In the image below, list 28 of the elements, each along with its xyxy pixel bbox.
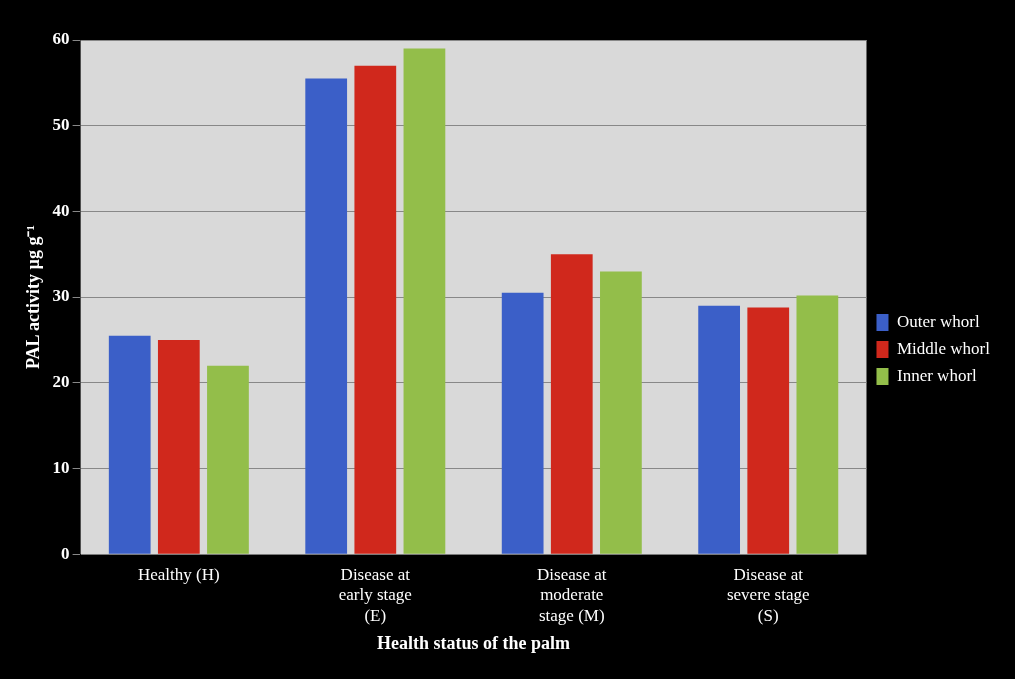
bar: [207, 365, 249, 554]
y-tick-label: 60: [52, 29, 70, 49]
bar: [354, 65, 397, 554]
y-tick-label: 50: [52, 115, 70, 135]
y-tick-label: 20: [52, 372, 70, 392]
legend-label: Middle whorl: [896, 338, 991, 358]
y-tick-label: 0: [61, 543, 70, 563]
y-axis-title: PAL activity µg g⁻¹: [23, 225, 44, 370]
legend-label: Inner whorl: [896, 365, 978, 385]
bar: [550, 254, 593, 554]
bar: [305, 78, 348, 554]
bar: [157, 339, 200, 554]
bar: [403, 48, 446, 554]
x-tick-label: Disease at moderate stage (M): [537, 564, 607, 625]
x-tick-label: Disease at early stage (E): [338, 564, 412, 625]
y-tick-label: 40: [52, 200, 70, 220]
x-tick-label: Disease at severe stage (S): [726, 564, 810, 625]
bar: [796, 295, 839, 554]
y-tick-label: 10: [52, 457, 70, 477]
bar: [600, 271, 642, 554]
bar: [747, 307, 790, 554]
x-tick-label: Healthy (H): [138, 564, 220, 584]
legend-label: Outer whorl: [896, 311, 980, 331]
bar: [501, 292, 544, 554]
bar: [698, 305, 740, 554]
x-axis-title: Health status of the palm: [377, 632, 571, 653]
y-tick-label: 30: [52, 286, 70, 306]
bar: [108, 335, 151, 554]
